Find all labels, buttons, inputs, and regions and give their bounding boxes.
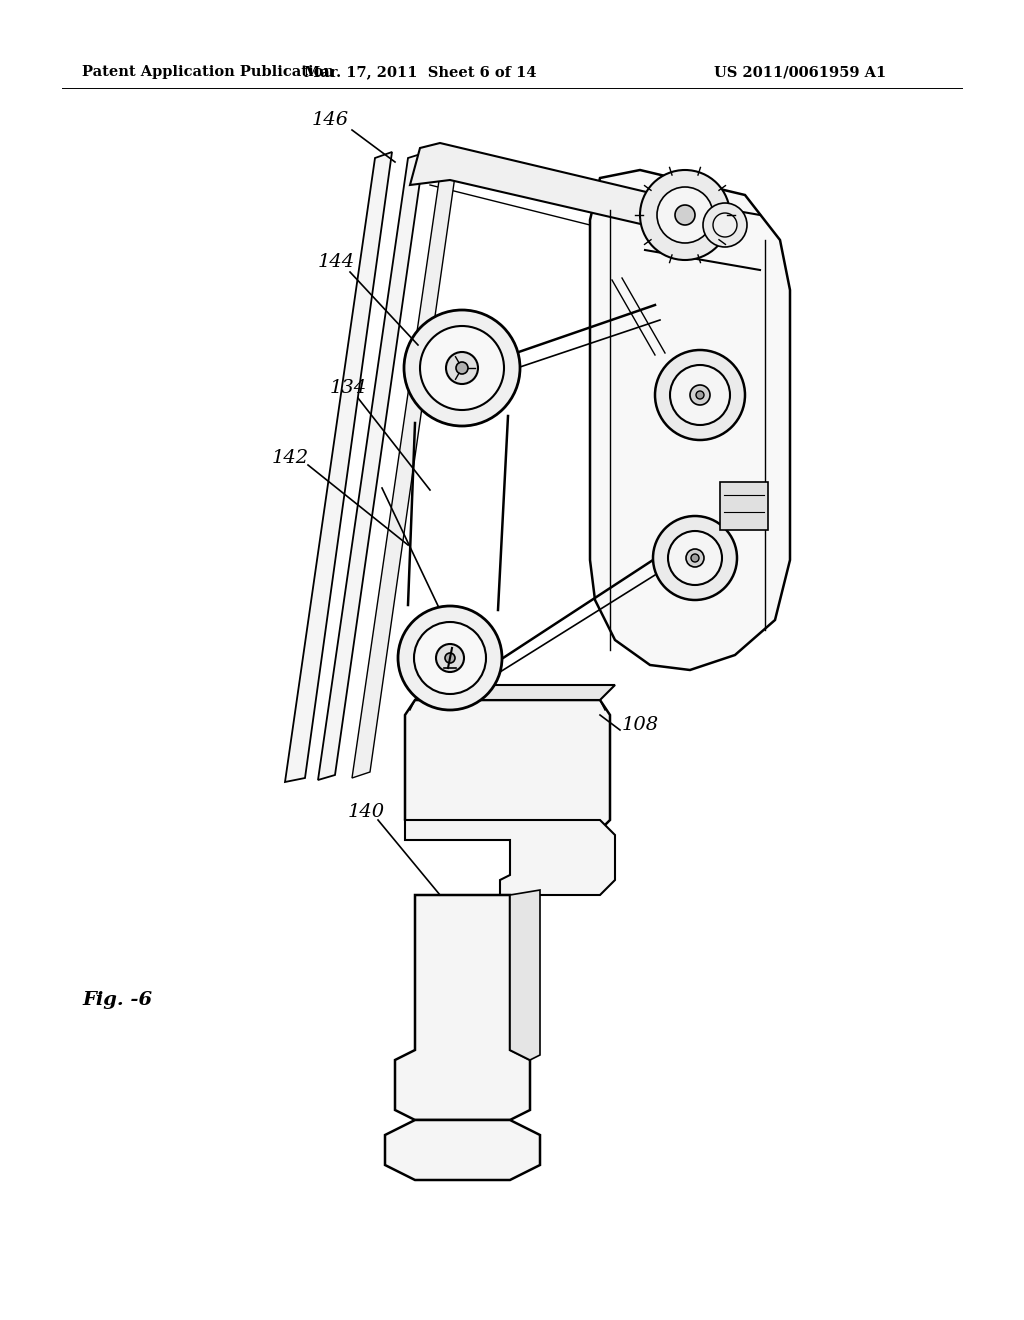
Polygon shape — [415, 685, 615, 700]
Polygon shape — [510, 890, 540, 1060]
Circle shape — [655, 350, 745, 440]
Circle shape — [436, 644, 464, 672]
Text: 144: 144 — [318, 253, 355, 271]
Circle shape — [691, 554, 699, 562]
Text: Mar. 17, 2011  Sheet 6 of 14: Mar. 17, 2011 Sheet 6 of 14 — [304, 65, 537, 79]
Circle shape — [446, 352, 478, 384]
Circle shape — [414, 622, 486, 694]
Circle shape — [696, 391, 705, 399]
Text: 146: 146 — [312, 111, 349, 129]
Polygon shape — [385, 1119, 540, 1180]
Text: 108: 108 — [622, 715, 659, 734]
Circle shape — [653, 516, 737, 601]
Circle shape — [398, 606, 502, 710]
Text: 142: 142 — [272, 449, 309, 467]
Circle shape — [686, 549, 705, 568]
Circle shape — [456, 362, 468, 374]
Circle shape — [657, 187, 713, 243]
Polygon shape — [406, 700, 610, 830]
Circle shape — [668, 531, 722, 585]
Circle shape — [690, 385, 710, 405]
Text: 140: 140 — [348, 803, 385, 821]
Circle shape — [713, 213, 737, 238]
Text: 134: 134 — [330, 379, 368, 397]
Text: Fig. -6: Fig. -6 — [82, 991, 153, 1008]
Polygon shape — [352, 154, 458, 777]
Polygon shape — [406, 820, 615, 895]
Circle shape — [640, 170, 730, 260]
Polygon shape — [395, 895, 530, 1119]
Text: Patent Application Publication: Patent Application Publication — [82, 65, 334, 79]
Circle shape — [420, 326, 504, 411]
Circle shape — [445, 653, 455, 663]
Text: US 2011/0061959 A1: US 2011/0061959 A1 — [714, 65, 886, 79]
Polygon shape — [410, 143, 735, 240]
Polygon shape — [318, 153, 424, 780]
Circle shape — [703, 203, 746, 247]
Polygon shape — [720, 482, 768, 531]
Circle shape — [670, 366, 730, 425]
Polygon shape — [285, 152, 392, 781]
Polygon shape — [590, 170, 790, 671]
Circle shape — [675, 205, 695, 224]
Circle shape — [404, 310, 520, 426]
